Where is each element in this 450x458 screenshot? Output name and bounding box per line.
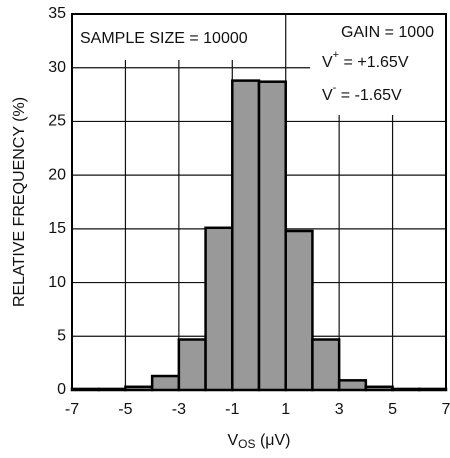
bar [150, 374, 181, 392]
y-tick-label: 35 [48, 5, 66, 22]
annotation-box [73, 15, 285, 60]
bar [231, 79, 261, 392]
annotation: GAIN = 1000 [341, 24, 434, 41]
x-axis-label: VOS (μV) [227, 432, 290, 451]
x-tick-label: 5 [388, 401, 397, 418]
plot-frame [71, 13, 447, 391]
y-tick-label: 30 [48, 59, 66, 76]
x-tick-label: 3 [335, 401, 344, 418]
x-tick-label: -5 [118, 401, 132, 418]
x-tick-label: -7 [65, 401, 79, 418]
x-tick-label: -3 [172, 401, 186, 418]
bar [337, 379, 368, 392]
y-axis-label: RELATIVE FREQUENCY (%) [11, 97, 28, 307]
x-tick-label: 1 [281, 401, 290, 418]
bar [204, 226, 234, 392]
y-tick-label: 15 [48, 220, 66, 237]
x-tick-label: 7 [442, 401, 450, 418]
y-tick-label: 25 [48, 113, 66, 130]
annotation: V- = -1.65V [322, 82, 402, 104]
annotation: SAMPLE SIZE = 10000 [80, 30, 248, 47]
y-tick-label: 10 [48, 274, 66, 291]
bar [284, 229, 314, 392]
annotation-box [310, 15, 445, 115]
y-tick-label: 20 [48, 166, 66, 183]
x-tick-label: -1 [225, 401, 239, 418]
bar [257, 80, 287, 392]
y-tick-label: 0 [57, 381, 66, 398]
bar [177, 338, 207, 392]
y-tick-label: 5 [57, 328, 66, 345]
bar [311, 338, 341, 392]
annotation: V+ = +1.65V [322, 49, 409, 71]
